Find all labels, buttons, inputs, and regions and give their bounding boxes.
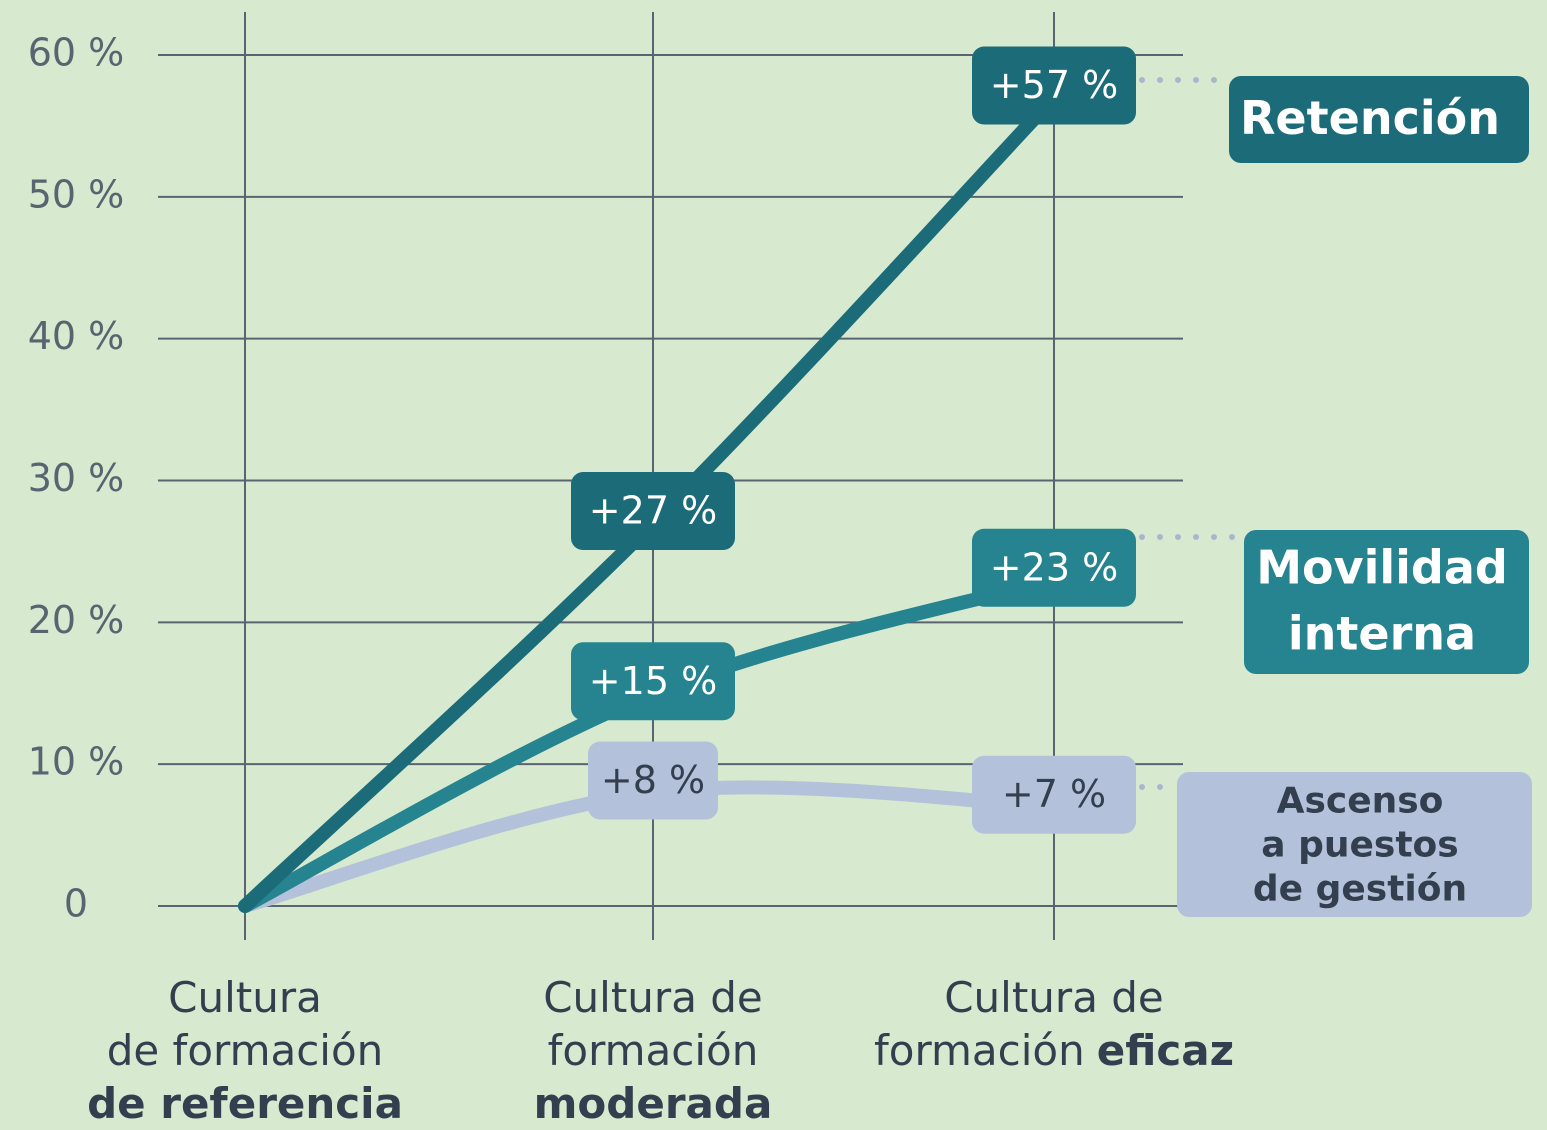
data-label: +57 %: [990, 63, 1118, 107]
y-tick-label: 0: [64, 882, 88, 926]
y-tick-label: 10 %: [28, 740, 125, 784]
legend-label: de gestión: [1253, 869, 1467, 910]
legend-label: Movilidad: [1256, 541, 1508, 595]
legend-box: [1244, 530, 1529, 674]
y-tick-label: 30 %: [28, 456, 125, 500]
data-label-box: [571, 472, 735, 551]
legend-label: Ascenso: [1277, 781, 1444, 822]
y-tick-label: 50 %: [28, 172, 125, 216]
x-tick-label-part: eficaz: [1097, 1026, 1234, 1075]
x-tick-label: moderada: [534, 1079, 773, 1128]
legend-label: interna: [1288, 607, 1476, 661]
data-label-box: [972, 528, 1136, 607]
y-tick-label: 20 %: [28, 598, 125, 642]
x-tick-label-part: de formación: [107, 1026, 384, 1075]
y-tick-label: 60 %: [28, 31, 125, 75]
legend-box: [1229, 76, 1529, 163]
data-label-box: [571, 642, 735, 721]
x-tick-label-part: moderada: [534, 1079, 773, 1128]
x-tick-label: formación eficaz: [874, 1026, 1234, 1075]
legend-label: Retención: [1240, 91, 1500, 145]
x-tick-label: Cultura de: [543, 973, 763, 1022]
data-label: +23 %: [990, 545, 1118, 589]
data-label-box: [588, 741, 718, 820]
x-tick-label: Cultura de: [944, 973, 1164, 1022]
x-tick-label-part: de referencia: [87, 1079, 403, 1128]
data-label-box: [972, 46, 1136, 125]
data-label-box: [972, 755, 1136, 834]
x-tick-label: formación: [548, 1026, 759, 1075]
x-tick-label-part: Cultura de: [944, 973, 1164, 1022]
x-tick-label: de formación: [107, 1026, 384, 1075]
legend-label: a puestos: [1261, 825, 1458, 866]
x-tick-label: de referencia: [87, 1079, 403, 1128]
data-label: +27 %: [589, 489, 717, 533]
legend-box: [1177, 772, 1532, 917]
x-tick-label: Cultura: [168, 973, 322, 1022]
x-tick-label-part: formación: [874, 1026, 1085, 1075]
x-tick-label-part: Cultura de: [543, 973, 763, 1022]
x-tick-label-part: Cultura: [168, 973, 322, 1022]
data-label: +15 %: [589, 659, 717, 703]
data-label: +7 %: [1002, 772, 1106, 816]
data-label: +8 %: [601, 758, 705, 802]
y-tick-label: 40 %: [28, 314, 125, 358]
x-tick-label-part: formación: [548, 1026, 759, 1075]
